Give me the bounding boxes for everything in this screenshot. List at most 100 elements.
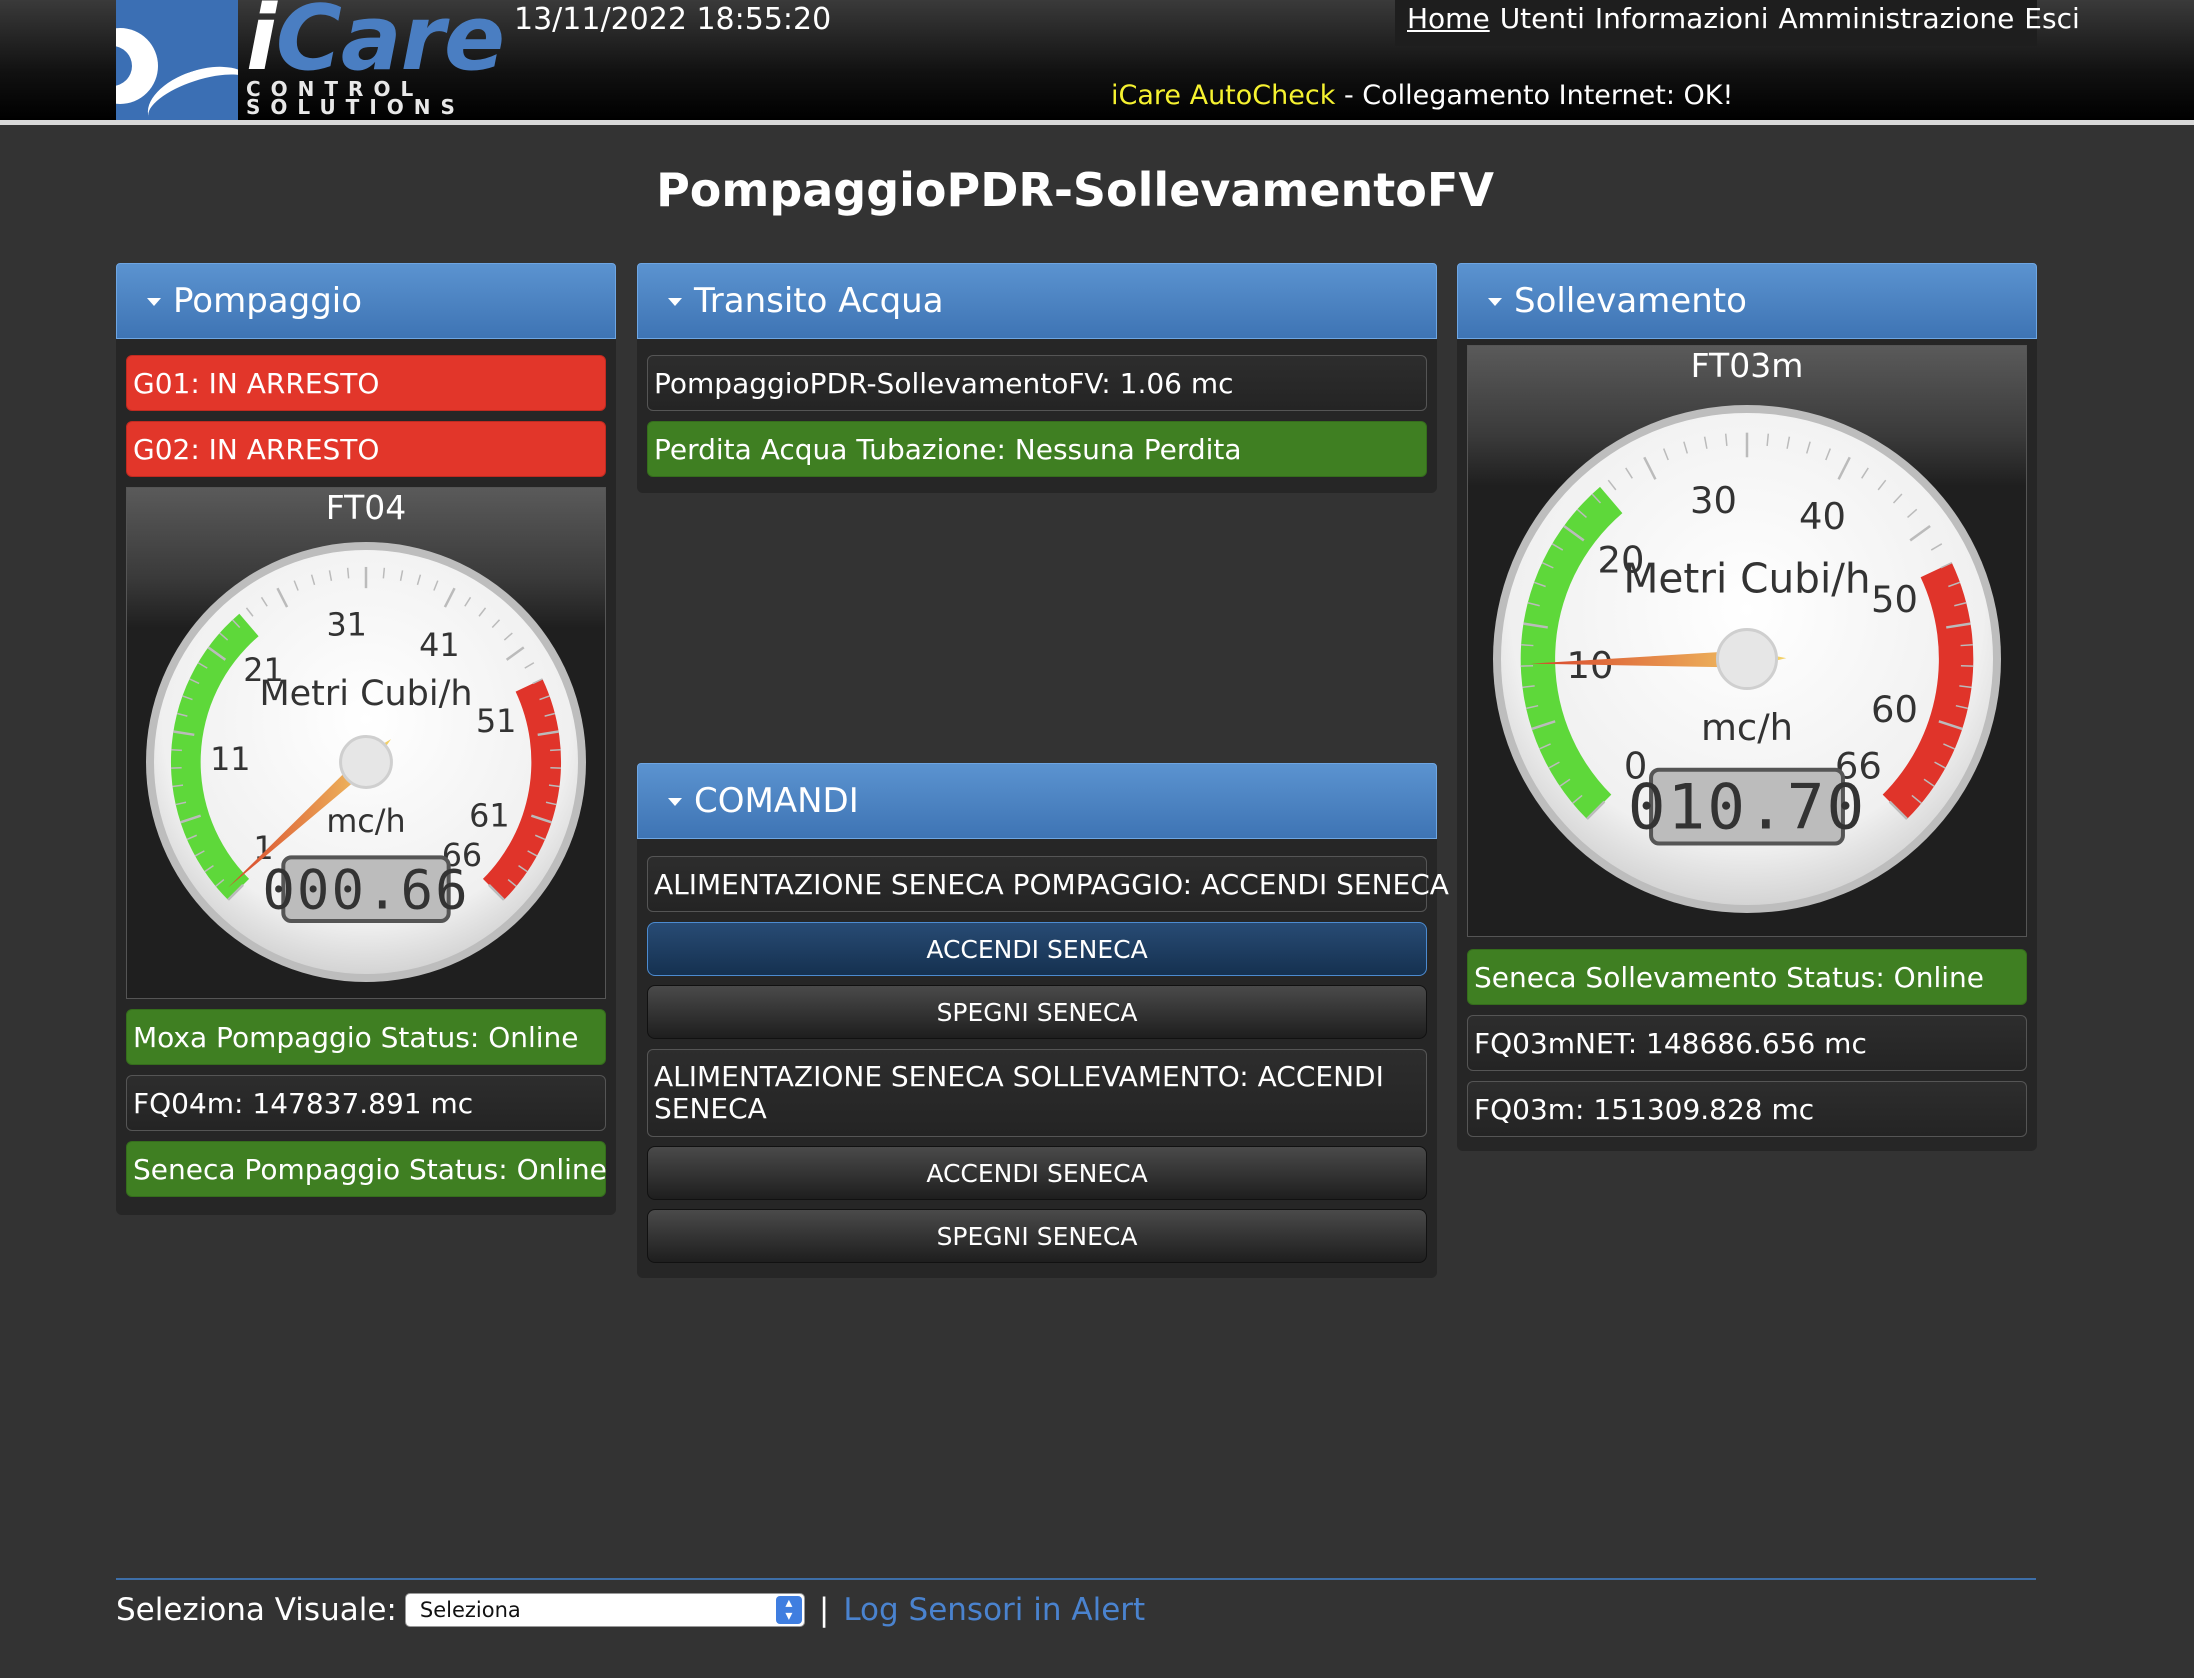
gauge-tick: [1877, 479, 1887, 491]
gauge-tick: [1938, 720, 1963, 731]
gauge-ft03m: FT03m 0 10 20 30 40 50 60 66 Metri Cubi/h mc/h 010…: [1467, 345, 2027, 937]
gauge-tick: [1837, 456, 1851, 480]
nav-amministrazione[interactable]: Amministrazione: [1778, 2, 2015, 35]
panel-comandi-header[interactable]: COMANDI: [637, 763, 1437, 839]
gauge-tick-label: 21: [243, 652, 283, 689]
gauge-tick: [1559, 778, 1571, 787]
gauge-tick: [1607, 479, 1617, 491]
status-seneca-pompaggio: Seneca Pompaggio Status: Online: [126, 1141, 607, 1197]
footer: Seleziona Visuale: Seleziona ▴ ▾ | Log Se…: [116, 1592, 1145, 1628]
gauge-tick: [245, 607, 254, 617]
gauge-tick: [1521, 644, 1534, 647]
gauge-tick: [1766, 433, 1770, 447]
gauge-tick: [328, 570, 333, 581]
gauge-tick: [1563, 524, 1585, 542]
gauge-tick: [172, 784, 184, 788]
gauge-tick: [1955, 704, 1969, 710]
gauge-tick: [1911, 794, 1922, 804]
gauge-tick: [197, 662, 208, 669]
current-datetime: 13/11/2022 18:55:20: [514, 2, 832, 37]
footer-divider: [116, 1578, 2036, 1580]
gauge-tick: [1909, 524, 1931, 542]
gauge-unit: mc/h: [1701, 706, 1793, 749]
accendi-seneca-pompaggio-button[interactable]: ACCENDI SENECA: [647, 922, 1427, 976]
gauge-tick: [491, 619, 501, 629]
gauge-tick: [1959, 685, 1972, 689]
select-value: Seleziona: [419, 1598, 521, 1622]
gauge-tick: [1522, 685, 1535, 689]
gauge-label: Metri Cubi/h: [1623, 555, 1870, 603]
nav-home[interactable]: Home: [1407, 2, 1490, 35]
gauge-tick: [1940, 561, 1953, 569]
gauge-tick: [548, 784, 560, 788]
gauge-hub: [339, 735, 393, 789]
gauge-label: Metri Cubi/h: [259, 674, 472, 714]
gauge-tick: [1662, 448, 1669, 461]
gauge-lcd: [1649, 767, 1845, 846]
accendi-seneca-sollevamento-button[interactable]: ACCENDI SENECA: [647, 1146, 1427, 1200]
gauge-tick: [260, 596, 268, 607]
gauge-tick: [478, 607, 487, 617]
panel-pompaggio-header[interactable]: Pompaggio: [116, 263, 616, 339]
gauge-unit: mc/h: [326, 803, 405, 840]
gauge-tick: [1960, 644, 1973, 647]
gauge-tick: [505, 646, 525, 661]
gauge-tick: [433, 580, 439, 591]
panel-comandi: COMANDI ALIMENTAZIONE SENECA POMPAGGIO: …: [637, 763, 1449, 1278]
nav-utenti[interactable]: Utenti: [1499, 2, 1585, 35]
select-visuale-dropdown[interactable]: Seleziona ▴ ▾: [404, 1593, 805, 1627]
select-visuale-label: Seleziona Visuale:: [116, 1592, 397, 1628]
gauge-tick-label: 60: [1871, 688, 1918, 731]
gauge-tick: [1786, 436, 1791, 449]
gauge-tick-label: 11: [210, 741, 250, 778]
gauge-tick: [382, 567, 386, 579]
separator: |: [818, 1592, 830, 1628]
gauge-tick: [1861, 467, 1869, 479]
gauge-tick: [1888, 800, 1908, 820]
logo-eye-icon: [116, 0, 238, 120]
gauge-tick: [530, 814, 552, 824]
spegni-seneca-sollevamento-button[interactable]: SPEGNI SENECA: [647, 1209, 1427, 1263]
gauge-tick: [1551, 543, 1564, 551]
gauge-tick: [176, 712, 188, 717]
gauge-tick: [1523, 622, 1548, 629]
nav-informazioni[interactable]: Informazioni: [1594, 2, 1769, 35]
nav-esci[interactable]: Esci: [2024, 2, 2080, 35]
logo-subtitle: CONTROL SOLUTIONS: [246, 77, 465, 119]
gauge-tick: [186, 834, 198, 841]
gauge-tick: [532, 678, 543, 685]
caret-down-icon: [1488, 298, 1502, 306]
caret-down-icon: [668, 798, 682, 806]
gauge-tick: [346, 567, 350, 579]
gauge-tick: [1548, 761, 1560, 769]
value-transito: PompaggioPDR-SollevamentoFV: 1.06 mc: [647, 355, 1427, 411]
gauge-tick-label: 30: [1690, 479, 1737, 522]
gauge-tick: [1538, 743, 1551, 750]
status-g02: G02: IN ARRESTO: [126, 421, 606, 477]
gauge-tick: [1946, 622, 1971, 629]
gauge-tick-label: 41: [419, 627, 459, 664]
gauge-tick-label: 40: [1799, 495, 1846, 538]
gauge-tick: [544, 712, 556, 717]
top-navigation: Home Utenti Informazioni Amministrazione…: [1395, 0, 2080, 46]
gauge-tick: [219, 632, 229, 641]
spegni-seneca-pompaggio-button[interactable]: SPEGNI SENECA: [647, 985, 1427, 1039]
gauge-green-band: [170, 613, 259, 900]
gauge-tick: [189, 678, 200, 685]
gauge-tick: [416, 574, 422, 586]
gauge-tick: [1703, 436, 1708, 449]
autocheck-status: iCare AutoCheck - Collegamento Internet:…: [1111, 80, 1733, 111]
gauge-tick-label: 61: [469, 797, 509, 834]
log-sensori-link[interactable]: Log Sensori in Alert: [843, 1592, 1146, 1628]
value-fq04m: FQ04m: 147837.891 mc: [126, 1075, 606, 1131]
gauge-tick: [1724, 433, 1728, 447]
gauge-tick: [488, 884, 505, 901]
panel-transito-header[interactable]: Transito Acqua: [637, 263, 1437, 339]
panel-sollevamento-header[interactable]: Sollevamento: [1457, 263, 2037, 339]
gauge-tick-label: 51: [476, 703, 516, 740]
gauge-tick: [180, 814, 202, 824]
gauge-tick: [175, 801, 187, 806]
gauge-green-band: [1520, 486, 1623, 820]
gauge-tick-label: 0: [1624, 744, 1647, 787]
gauge-tick: [1683, 441, 1689, 454]
